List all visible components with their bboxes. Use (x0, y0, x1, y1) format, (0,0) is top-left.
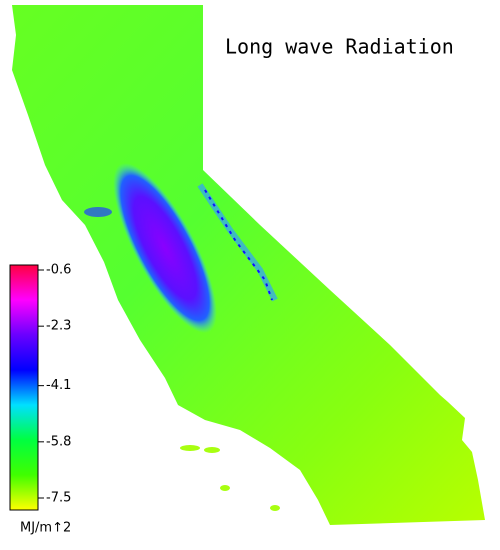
colorbar-tick-label: -4.1 (46, 378, 71, 393)
california (12, 5, 485, 525)
colorbar-tick-label: -2.3 (46, 319, 71, 334)
central-valley (113, 162, 217, 334)
colorbar (9, 264, 39, 511)
colorbar-tick-label: -5.8 (46, 434, 71, 449)
colorbar-unit: MJ/m↑2 (20, 521, 71, 536)
colorbar-tick-label: -0.6 (46, 263, 71, 278)
bay-area (84, 207, 112, 217)
islands (180, 445, 280, 511)
colorbar-tick-label: -7.5 (46, 491, 71, 506)
title: Long wave Radiation (225, 35, 454, 59)
